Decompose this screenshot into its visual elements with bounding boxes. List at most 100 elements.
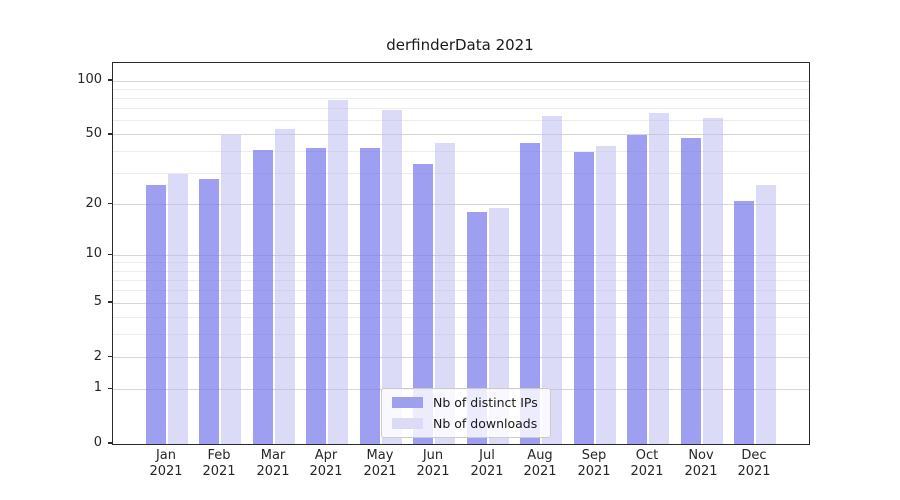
gridline-5: [113, 302, 809, 304]
gridline-80: [113, 97, 809, 99]
plot-area: Nb of distinct IPs Nb of downloads: [112, 62, 810, 445]
x-tick-year: 2021: [416, 463, 450, 479]
bar-distinct-ips-dec: [734, 201, 754, 444]
gridline-6: [113, 290, 809, 292]
y-tick-label-5: 5: [93, 294, 102, 310]
y-axis-tick-labels: 0 1 2 5 10 20 50 100: [38, 62, 102, 450]
x-tick-month: May: [366, 448, 394, 463]
bar-distinct-ips-jul: [467, 212, 487, 444]
x-tick-label-dec: Dec 2021: [724, 448, 784, 479]
gridline-70: [113, 108, 809, 110]
gridline-100: [113, 80, 809, 82]
chart-title: derfinderData 2021: [386, 36, 534, 54]
y-tick-label-2: 2: [93, 348, 102, 364]
x-tick-month: Aug: [527, 448, 553, 463]
bar-downloads-sep: [596, 146, 616, 444]
gridline-2: [113, 357, 809, 359]
x-tick-month: Jun: [422, 448, 444, 463]
bars: [113, 63, 809, 444]
x-tick-year: 2021: [202, 463, 236, 479]
legend-label-downloads: Nb of downloads: [433, 416, 538, 431]
y-tick-label-50: 50: [85, 125, 102, 141]
x-tick-month: Mar: [260, 448, 286, 463]
x-tick-month: Dec: [741, 448, 767, 463]
x-tick-label-oct: Oct 2021: [617, 448, 677, 479]
bar-downloads-jun: [435, 143, 455, 444]
bar-distinct-ips-may: [360, 148, 380, 444]
x-tick-label-may: May 2021: [350, 448, 410, 479]
y-tick-mark-2: [108, 355, 113, 358]
y-tick-label-1: 1: [93, 380, 102, 396]
gridline-3: [113, 334, 809, 336]
gridline-90: [113, 88, 809, 90]
bar-downloads-jul: [489, 208, 509, 444]
x-tick-year: 2021: [363, 463, 397, 479]
x-tick-label-mar: Mar 2021: [243, 448, 303, 479]
x-tick-label-jul: Jul 2021: [457, 448, 517, 479]
gridlines: [113, 63, 809, 444]
x-tick-month: Oct: [635, 448, 659, 463]
legend: Nb of distinct IPs Nb of downloads: [381, 388, 551, 438]
legend-swatch-distinct-ips-icon: [392, 397, 423, 408]
bar-downloads-may: [382, 110, 402, 444]
legend-label-distinct-ips: Nb of distinct IPs: [433, 395, 538, 410]
legend-row-distinct-ips: Nb of distinct IPs: [392, 395, 540, 410]
gridline-30: [113, 173, 809, 175]
y-tick-mark-20: [108, 202, 113, 205]
gridline-10: [113, 254, 809, 256]
x-tick-year: 2021: [149, 463, 183, 479]
gridline-60: [113, 120, 809, 122]
x-axis-tick-labels: Jan 2021 Feb 2021 Mar 2021 Apr 2021 May 2021 Jun 20…: [112, 448, 808, 484]
x-tick-label-feb: Feb 2021: [189, 448, 249, 479]
x-tick-year: 2021: [630, 463, 664, 479]
x-tick-month: Feb: [207, 448, 231, 463]
y-tick-label-20: 20: [85, 195, 102, 211]
x-tick-year: 2021: [577, 463, 611, 479]
gridline-7: [113, 279, 809, 281]
gridline-8: [113, 270, 809, 272]
bar-distinct-ips-sep: [574, 152, 594, 444]
bar-downloads-aug: [542, 116, 562, 444]
gridline-50: [113, 134, 809, 136]
x-tick-label-nov: Nov 2021: [671, 448, 731, 479]
bar-distinct-ips-jan: [146, 185, 166, 444]
bar-distinct-ips-mar: [253, 150, 273, 444]
bar-downloads-dec: [756, 185, 776, 444]
x-tick-month: Sep: [581, 448, 607, 463]
y-axis-tick-marks: [108, 62, 113, 444]
bar-distinct-ips-oct: [627, 135, 647, 444]
bar-downloads-feb: [221, 135, 241, 444]
legend-row-downloads: Nb of downloads: [392, 416, 540, 431]
bar-distinct-ips-jun: [413, 164, 433, 444]
y-tick-label-100: 100: [77, 72, 102, 88]
bar-downloads-nov: [703, 118, 723, 444]
gridline-40: [113, 151, 809, 153]
x-tick-year: 2021: [684, 463, 718, 479]
bar-downloads-oct: [649, 113, 669, 444]
y-tick-mark-1: [108, 387, 113, 390]
x-tick-label-apr: Apr 2021: [296, 448, 356, 479]
x-tick-month: Jan: [155, 448, 177, 463]
x-tick-month: Nov: [688, 448, 714, 463]
bar-downloads-jan: [168, 174, 188, 444]
gridline-9: [113, 262, 809, 264]
x-tick-label-jun: Jun 2021: [403, 448, 463, 479]
x-tick-label-sep: Sep 2021: [564, 448, 624, 479]
legend-swatch-downloads-icon: [392, 418, 423, 429]
bar-distinct-ips-feb: [199, 179, 219, 444]
y-tick-mark-10: [108, 253, 113, 256]
x-tick-label-jan: Jan 2021: [136, 448, 196, 479]
gridline-20: [113, 204, 809, 206]
y-tick-mark-50: [108, 133, 113, 135]
x-tick-label-aug: Aug 2021: [510, 448, 570, 479]
y-tick-mark-100: [108, 79, 113, 81]
bar-distinct-ips-nov: [681, 138, 701, 444]
gridline-4: [113, 316, 809, 318]
bar-downloads-mar: [275, 129, 295, 444]
x-tick-year: 2021: [470, 463, 504, 479]
x-tick-month: Apr: [314, 448, 338, 463]
bar-downloads-apr: [328, 100, 348, 444]
x-tick-year: 2021: [523, 463, 557, 479]
bar-distinct-ips-apr: [306, 148, 326, 444]
